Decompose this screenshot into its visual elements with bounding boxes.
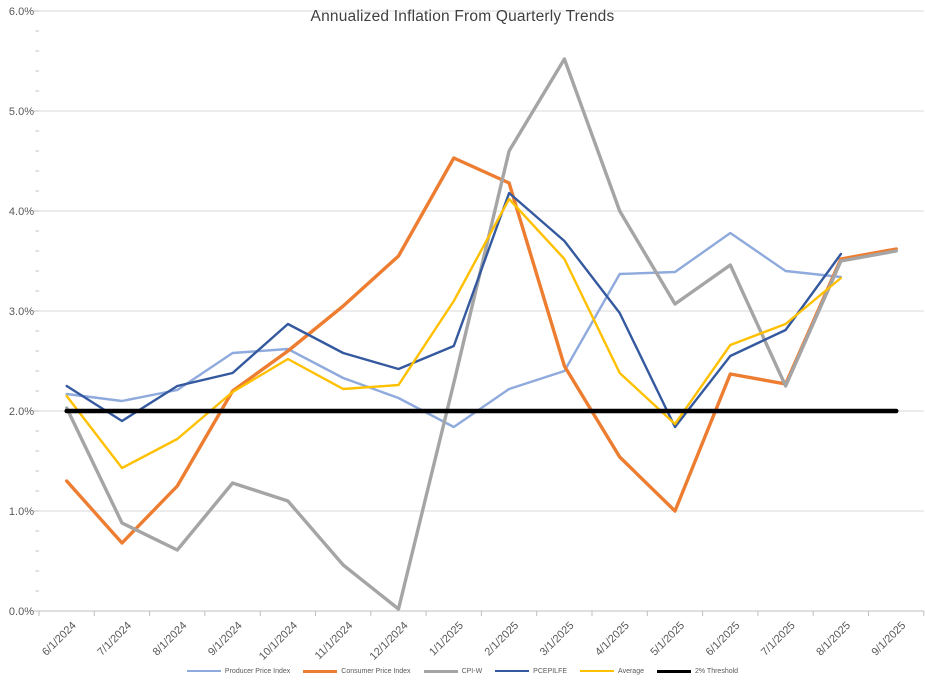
x-axis-label: 6/1/2024 (40, 620, 79, 659)
legend-item-pcepilfe: PCEPILFE (495, 668, 567, 675)
legend-label: Producer Price Index (224, 667, 291, 675)
legend-item-2-threshold: 2% Threshold (656, 667, 739, 675)
x-axis-label: 8/1/2025 (814, 620, 853, 659)
y-axis-labels: 0.0% 1.0% 2.0% 3.0% 4.0% 5.0% 6.0% (9, 6, 34, 618)
chart-title: Annualized Inflation From Quarterly Tren… (310, 8, 615, 25)
series-line-cpi-w (65, 57, 898, 611)
legend-swatch (303, 669, 338, 673)
legend-label: Consumer Price Index (341, 667, 411, 675)
legend-label: 2% Threshold (694, 667, 739, 675)
legend-item-cpi-w: CPI-W (423, 667, 483, 675)
axis-ticks (33, 10, 925, 616)
y-axis-label: 6.0% (9, 6, 34, 18)
x-axis-label: 7/1/2025 (759, 620, 798, 659)
y-axis-label: 4.0% (9, 206, 34, 218)
x-axis-label: 1/1/2025 (427, 620, 466, 659)
series-line-average (65, 197, 843, 470)
x-axis-label: 6/1/2025 (704, 620, 743, 659)
x-axis-label: 9/1/2024 (206, 620, 245, 659)
legend-swatch (423, 669, 458, 673)
gridlines (39, 10, 924, 612)
x-axis-label: 2/1/2025 (482, 620, 521, 659)
legend: Producer Price Index Consumer Price Index… (0, 663, 925, 679)
legend-swatch (656, 669, 691, 673)
y-axis-label: 3.0% (9, 306, 34, 318)
legend-label: PCEPILFE (533, 667, 568, 675)
y-axis-label: 0.0% (9, 606, 34, 618)
series-line-consumer-price-index (65, 156, 898, 545)
legend-swatch (495, 669, 530, 673)
x-axis-label: 11/1/2024 (313, 620, 356, 663)
y-axis-label: 1.0% (9, 506, 34, 518)
y-axis-label: 2.0% (9, 406, 34, 418)
y-axis-label: 5.0% (9, 106, 34, 118)
legend-label: CPI-W (461, 667, 483, 675)
x-axis-label: 4/1/2025 (593, 620, 632, 659)
x-axis-label: 10/1/2024 (257, 620, 300, 663)
x-axis-label: 9/1/2025 (870, 620, 909, 659)
series-line-pcepilfe (65, 191, 843, 429)
x-axis-labels: 6/1/2024 7/1/2024 8/1/2024 9/1/2024 10/1/202… (40, 620, 908, 663)
x-axis-label: 7/1/2024 (95, 620, 134, 659)
x-axis-label: 8/1/2024 (151, 620, 190, 659)
x-axis-label: 12/1/2024 (368, 620, 411, 663)
legend-item-producer-price-index: Producer Price Index (186, 667, 291, 675)
x-axis-label: 5/1/2025 (648, 620, 687, 659)
legend-label: Average (618, 667, 644, 675)
x-axis-label: 3/1/2025 (538, 620, 577, 659)
legend-item-average: Average (580, 668, 644, 675)
legend-item-consumer-price-index: Consumer Price Index (303, 667, 411, 675)
series-line-producer-price-index (65, 231, 843, 429)
legend-swatch (186, 669, 221, 673)
legend-swatch (580, 669, 615, 673)
